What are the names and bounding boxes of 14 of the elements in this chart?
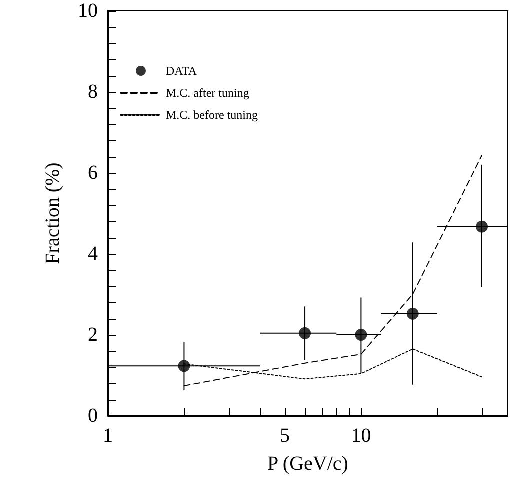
x-tick-label: 10 <box>351 425 372 447</box>
y-tick-label: 4 <box>88 243 98 265</box>
y-axis-title: Fraction (%) <box>42 162 64 264</box>
legend-label: M.C. after tuning <box>166 86 250 100</box>
legend-label: DATA <box>166 64 198 78</box>
y-tick-label: 10 <box>78 0 98 22</box>
x-tick-label: 1 <box>103 425 113 447</box>
legend-label: M.C. before tuning <box>166 108 258 122</box>
x-tick-label: 5 <box>280 425 290 447</box>
y-tick-label: 8 <box>88 81 98 103</box>
x-axis-title: P (GeV/c) <box>268 453 348 475</box>
y-tick-label: 2 <box>88 324 98 346</box>
y-tick-label: 6 <box>88 162 98 184</box>
y-tick-label: 0 <box>88 405 98 427</box>
